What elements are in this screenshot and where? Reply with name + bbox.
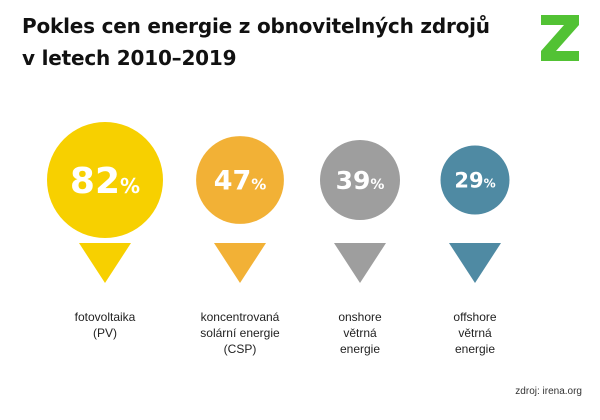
- data-label-4: 29%: [454, 169, 495, 193]
- category-label-1: fotovoltaika (PV): [75, 310, 136, 340]
- bubble-2: [196, 136, 284, 224]
- pointer-triangle-3: [334, 243, 386, 283]
- category-label-4: offshore větrná energie: [453, 310, 496, 356]
- bubble-3: [320, 140, 400, 220]
- data-label-3: 39%: [336, 166, 385, 195]
- pointer-triangle-1: [79, 243, 131, 283]
- title-line-1: Pokles cen energie z obnovitelných zdroj…: [22, 14, 490, 38]
- title-line-2: v letech 2010–2019: [22, 46, 237, 70]
- category-label-3: onshore větrná energie: [338, 310, 382, 356]
- data-label-1: 82%: [70, 161, 140, 202]
- data-label-2: 47%: [214, 166, 267, 197]
- source-note: zdroj: irena.org: [515, 386, 582, 397]
- pointer-triangle-2: [214, 243, 266, 283]
- bubble-4: [440, 145, 510, 215]
- z-logo-icon: [541, 15, 579, 61]
- category-label-2: koncentrovaná solární energie (CSP): [200, 310, 280, 356]
- page-title: Pokles cen energie z obnovitelných zdroj…: [22, 10, 492, 74]
- pointer-triangle-4: [449, 243, 501, 283]
- bubble-1: [47, 122, 163, 238]
